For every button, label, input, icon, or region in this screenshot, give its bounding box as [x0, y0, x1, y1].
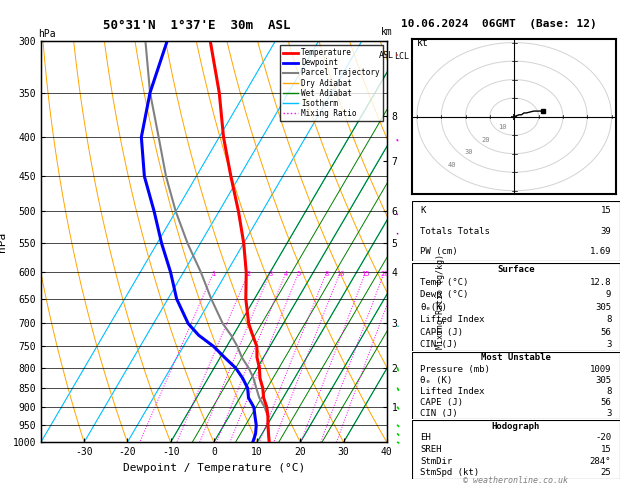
Text: 10: 10 — [336, 271, 345, 277]
Text: 8: 8 — [606, 387, 611, 396]
Text: Surface: Surface — [497, 265, 535, 274]
Text: StmSpd (kt): StmSpd (kt) — [420, 469, 479, 477]
Text: EH: EH — [420, 434, 431, 442]
Text: 5: 5 — [297, 271, 301, 277]
Text: Pressure (mb): Pressure (mb) — [420, 364, 490, 374]
Text: 15: 15 — [601, 207, 611, 215]
Text: 15: 15 — [601, 445, 611, 454]
Text: kt: kt — [417, 38, 428, 48]
Text: 305: 305 — [595, 303, 611, 312]
Y-axis label: hPa: hPa — [0, 232, 7, 252]
Text: Lifted Index: Lifted Index — [420, 387, 485, 396]
Text: km: km — [381, 27, 392, 37]
Text: 20: 20 — [380, 271, 389, 277]
Text: PW (cm): PW (cm) — [420, 247, 458, 256]
Text: 39: 39 — [601, 226, 611, 236]
Text: 10: 10 — [498, 124, 506, 130]
Text: 56: 56 — [601, 398, 611, 407]
Text: 10.06.2024  06GMT  (Base: 12): 10.06.2024 06GMT (Base: 12) — [401, 19, 597, 29]
Text: 15: 15 — [362, 271, 370, 277]
Text: 12.8: 12.8 — [590, 278, 611, 287]
Text: 1.69: 1.69 — [590, 247, 611, 256]
Text: StmDir: StmDir — [420, 457, 452, 466]
Text: 1: 1 — [211, 271, 216, 277]
Text: CAPE (J): CAPE (J) — [420, 328, 464, 337]
Text: Hodograph: Hodograph — [492, 422, 540, 431]
X-axis label: Dewpoint / Temperature (°C): Dewpoint / Temperature (°C) — [123, 463, 305, 473]
Text: 3: 3 — [268, 271, 272, 277]
Text: Dewp (°C): Dewp (°C) — [420, 290, 469, 299]
Text: 3: 3 — [606, 409, 611, 418]
Text: θₑ (K): θₑ (K) — [420, 376, 452, 385]
Text: CAPE (J): CAPE (J) — [420, 398, 464, 407]
Text: © weatheronline.co.uk: © weatheronline.co.uk — [464, 475, 568, 485]
Text: CIN (J): CIN (J) — [420, 340, 458, 349]
Text: 4: 4 — [284, 271, 288, 277]
Text: Temp (°C): Temp (°C) — [420, 278, 469, 287]
Text: 3: 3 — [606, 340, 611, 349]
Text: ASL: ASL — [379, 52, 394, 60]
Text: 1009: 1009 — [590, 364, 611, 374]
Text: θₑ(K): θₑ(K) — [420, 303, 447, 312]
Legend: Temperature, Dewpoint, Parcel Trajectory, Dry Adiabat, Wet Adiabat, Isotherm, Mi: Temperature, Dewpoint, Parcel Trajectory… — [280, 45, 383, 121]
Text: Mixing Ratio (g/kg): Mixing Ratio (g/kg) — [436, 255, 445, 349]
Text: K: K — [420, 207, 426, 215]
Text: hPa: hPa — [38, 29, 55, 39]
Text: SREH: SREH — [420, 445, 442, 454]
Text: 2: 2 — [247, 271, 251, 277]
Text: 284°: 284° — [590, 457, 611, 466]
Text: 25: 25 — [601, 469, 611, 477]
Text: Most Unstable: Most Unstable — [481, 353, 551, 363]
Text: 50°31'N  1°37'E  30m  ASL: 50°31'N 1°37'E 30m ASL — [103, 18, 291, 32]
Text: 40: 40 — [448, 162, 457, 168]
Text: CIN (J): CIN (J) — [420, 409, 458, 418]
Text: 9: 9 — [606, 290, 611, 299]
Text: 56: 56 — [601, 328, 611, 337]
Text: Totals Totals: Totals Totals — [420, 226, 490, 236]
Text: 8: 8 — [606, 315, 611, 324]
Text: Lifted Index: Lifted Index — [420, 315, 485, 324]
Text: 20: 20 — [481, 137, 489, 143]
Text: 8: 8 — [325, 271, 329, 277]
Text: LCL: LCL — [394, 52, 409, 61]
Text: 30: 30 — [465, 149, 473, 156]
Text: 305: 305 — [595, 376, 611, 385]
Text: -20: -20 — [595, 434, 611, 442]
